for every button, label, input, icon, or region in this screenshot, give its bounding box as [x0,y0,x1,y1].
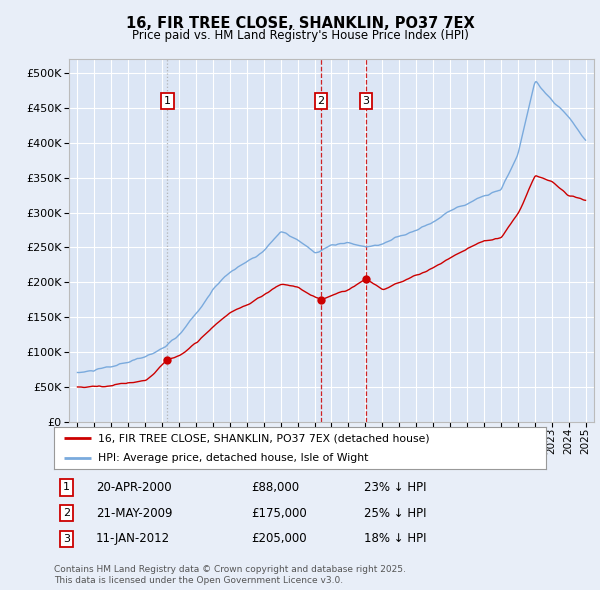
Text: 11-JAN-2012: 11-JAN-2012 [96,532,170,545]
Text: £175,000: £175,000 [251,507,307,520]
Text: 2: 2 [63,508,70,518]
Text: Price paid vs. HM Land Registry's House Price Index (HPI): Price paid vs. HM Land Registry's House … [131,29,469,42]
Text: 18% ↓ HPI: 18% ↓ HPI [364,532,427,545]
Text: 23% ↓ HPI: 23% ↓ HPI [364,481,427,494]
Text: 3: 3 [63,534,70,544]
Text: 25% ↓ HPI: 25% ↓ HPI [364,507,427,520]
Text: 1: 1 [63,483,70,493]
Text: 16, FIR TREE CLOSE, SHANKLIN, PO37 7EX: 16, FIR TREE CLOSE, SHANKLIN, PO37 7EX [125,16,475,31]
Text: 20-APR-2000: 20-APR-2000 [96,481,172,494]
Text: £88,000: £88,000 [251,481,299,494]
Text: 2: 2 [317,96,325,106]
Text: 3: 3 [362,96,370,106]
Text: Contains HM Land Registry data © Crown copyright and database right 2025.
This d: Contains HM Land Registry data © Crown c… [54,565,406,585]
Text: 21-MAY-2009: 21-MAY-2009 [96,507,172,520]
Text: 1: 1 [164,96,171,106]
Text: £205,000: £205,000 [251,532,307,545]
Text: 16, FIR TREE CLOSE, SHANKLIN, PO37 7EX (detached house): 16, FIR TREE CLOSE, SHANKLIN, PO37 7EX (… [98,433,430,443]
Text: HPI: Average price, detached house, Isle of Wight: HPI: Average price, detached house, Isle… [98,454,368,463]
